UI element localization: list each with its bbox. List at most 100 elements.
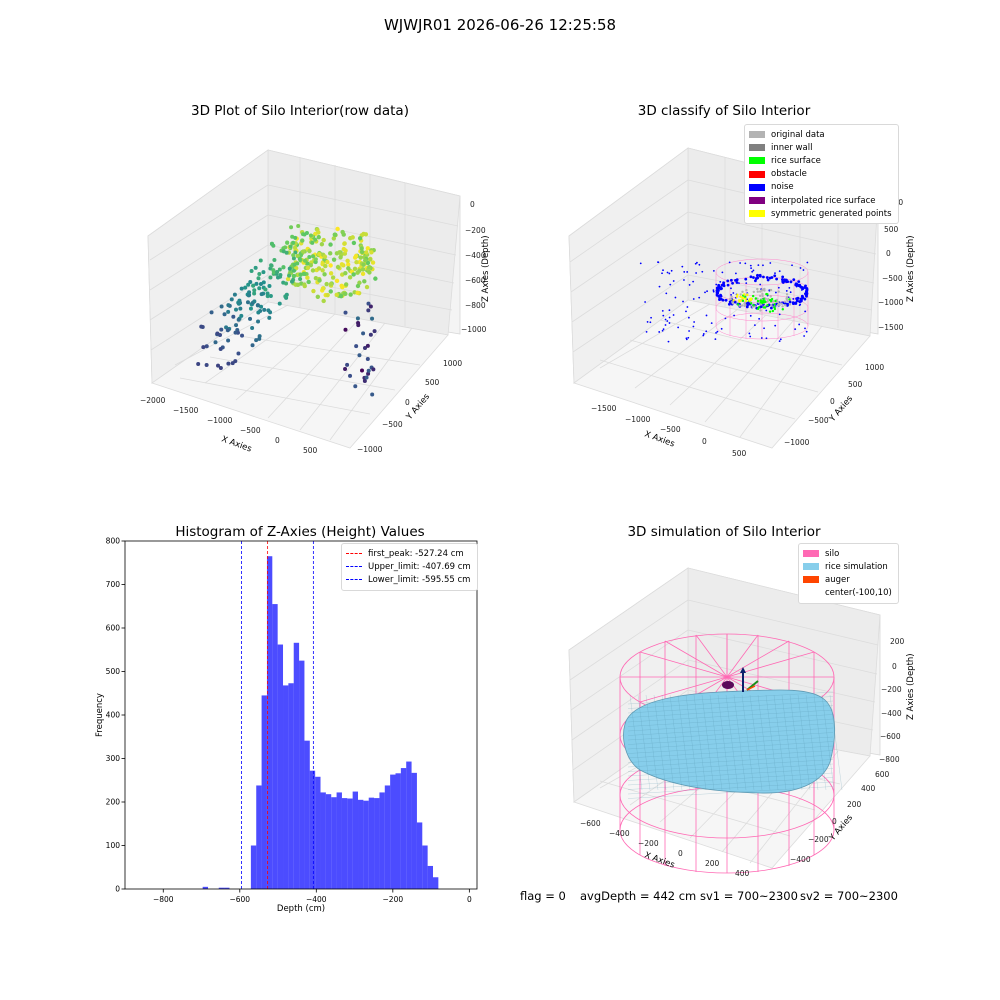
noise-point	[657, 261, 659, 264]
symmetric-point	[739, 295, 742, 298]
panel4-ztick: −600	[880, 732, 901, 741]
noise-point	[765, 337, 768, 340]
scatter-point	[365, 356, 370, 361]
scatter-point	[366, 301, 371, 306]
wall-point	[798, 300, 802, 304]
surface-point	[771, 299, 775, 303]
legend-line	[346, 566, 362, 568]
surface-point	[780, 302, 783, 305]
panel2-ztick: −1000	[878, 298, 904, 307]
panel2-classified-points	[639, 261, 809, 343]
noise-point	[692, 325, 695, 328]
scatter-point	[350, 235, 355, 240]
legend-swatch	[803, 563, 819, 571]
scatter-point	[345, 258, 350, 263]
scatter-point	[320, 286, 326, 291]
noise-point	[669, 283, 672, 286]
panel4-xtick: 200	[705, 859, 720, 868]
noise-point	[687, 336, 690, 339]
noise-point	[720, 327, 723, 330]
scatter-point	[334, 278, 340, 284]
scatter-point	[236, 351, 241, 356]
noise-point	[744, 262, 747, 265]
scatter-point	[308, 233, 313, 238]
noise-point	[685, 337, 688, 340]
legend-item-center: center(-100,10)	[803, 587, 892, 600]
scatter-point	[361, 262, 366, 267]
legend-swatch	[803, 576, 819, 584]
histogram-bar	[352, 791, 359, 889]
panel2-ztick: −1500	[878, 323, 904, 332]
surface-point	[751, 305, 754, 309]
scatter-point	[265, 291, 270, 296]
noise-point	[666, 271, 669, 274]
scatter-point	[352, 266, 358, 271]
noise-point	[798, 304, 801, 307]
histogram-bar	[315, 776, 321, 889]
scatter-point	[322, 272, 327, 277]
noise-point	[664, 324, 667, 326]
panel4-ytick: 600	[875, 770, 890, 779]
noise-point	[774, 272, 776, 275]
scatter-point	[364, 250, 369, 255]
noise-point	[777, 286, 780, 289]
scatter-point	[287, 266, 292, 271]
scatter-point	[370, 316, 375, 321]
noise-point	[752, 269, 755, 272]
histogram-bar	[325, 794, 332, 889]
scatter-point	[267, 315, 272, 320]
scatter-point	[226, 361, 231, 366]
noise-point	[805, 330, 808, 333]
flag-text: flag = 0	[520, 889, 566, 903]
rice-point	[756, 299, 760, 303]
scatter-point	[335, 264, 341, 270]
noise-point	[644, 301, 647, 303]
histogram-bar	[202, 886, 209, 889]
histogram-ytick-label: 0	[115, 885, 120, 894]
noise-point	[733, 314, 735, 317]
noise-point	[791, 264, 793, 267]
scatter-point	[362, 346, 367, 351]
surface-point	[788, 303, 792, 306]
noise-point	[779, 338, 782, 341]
wall-point	[716, 286, 719, 290]
legend-swatch	[749, 131, 765, 139]
scatter-point	[362, 379, 367, 384]
panel4-ytick: 400	[861, 784, 876, 793]
scatter-point	[316, 266, 322, 271]
scatter-point	[340, 284, 345, 290]
rice-point	[773, 307, 777, 311]
scatter-point	[196, 362, 201, 367]
legend-swatch	[749, 197, 765, 205]
scatter-point	[328, 263, 333, 268]
noise-point	[650, 316, 652, 319]
scatter-point	[325, 292, 330, 298]
scatter-point	[351, 240, 357, 246]
noise-point	[701, 270, 704, 273]
scatter-point	[307, 254, 312, 259]
scatter-point	[232, 292, 237, 297]
scatter-point	[334, 292, 339, 297]
surface-point	[777, 290, 780, 293]
scatter-point	[269, 263, 274, 268]
scatter-point	[298, 272, 303, 277]
wall-point	[765, 276, 769, 279]
scatter-point	[271, 268, 276, 273]
histogram-bar	[411, 772, 417, 889]
noise-point	[778, 313, 781, 316]
scatter-point	[209, 310, 214, 315]
rice-point	[754, 297, 758, 300]
legend-swatch	[749, 157, 765, 165]
scatter-point	[259, 304, 264, 309]
auger	[722, 667, 759, 692]
noise-point	[661, 272, 663, 275]
wall-point	[801, 296, 805, 299]
panel4-plot: −600 −400 −200 0 200 400 −400 −200 0 200…	[568, 567, 916, 878]
scatter-point	[257, 336, 262, 341]
scatter-point	[204, 362, 209, 367]
histogram-bar	[416, 822, 423, 889]
scatter-point	[239, 313, 244, 318]
histogram-ytick-label: 700	[106, 580, 121, 589]
auger-arrow-icon	[740, 667, 746, 673]
mesh-line	[773, 694, 787, 791]
